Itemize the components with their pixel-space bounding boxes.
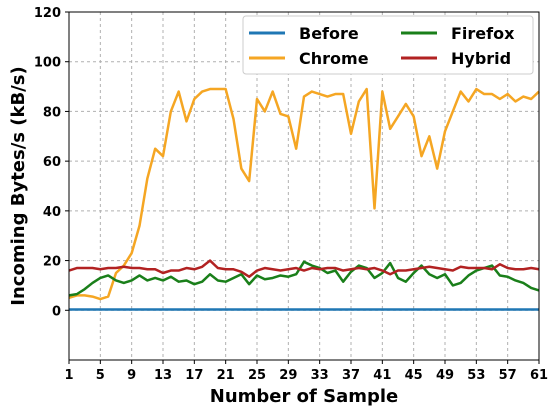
x-tick-label: 29 bbox=[279, 368, 297, 383]
x-tick-label: 45 bbox=[405, 368, 423, 383]
y-tick-label: 120 bbox=[34, 6, 61, 21]
x-tick-label: 37 bbox=[342, 368, 360, 383]
legend-label-chrome: Chrome bbox=[299, 49, 369, 68]
y-tick-labels: 0 20 40 60 80 100 120 bbox=[34, 6, 69, 319]
legend-label-hybrid: Hybrid bbox=[451, 49, 511, 68]
x-tick-label: 13 bbox=[154, 368, 172, 383]
legend-label-firefox: Firefox bbox=[451, 24, 515, 43]
x-tick-label: 41 bbox=[373, 368, 391, 383]
y-tick-label: 60 bbox=[43, 155, 61, 170]
x-tick-label: 25 bbox=[248, 368, 266, 383]
x-tick-label: 1 bbox=[64, 368, 73, 383]
y-tick-label: 100 bbox=[34, 56, 61, 71]
legend: Before Chrome Firefox Hybrid bbox=[242, 15, 534, 75]
x-tick-label: 17 bbox=[185, 368, 203, 383]
x-tick-label: 21 bbox=[217, 368, 235, 383]
x-tick-label: 33 bbox=[311, 368, 329, 383]
x-tick-label: 49 bbox=[436, 368, 454, 383]
x-tick-label: 57 bbox=[499, 368, 517, 383]
series-lines bbox=[68, 87, 540, 311]
legend-items: Before Chrome Firefox Hybrid bbox=[249, 24, 515, 68]
legend-label-before: Before bbox=[299, 24, 359, 43]
x-tick-label: 5 bbox=[96, 368, 105, 383]
plot-frame bbox=[68, 11, 540, 361]
y-tick-label: 40 bbox=[43, 205, 61, 220]
x-tick-labels: 1 5 9 13 17 21 25 29 33 37 41 45 49 53 57 61 bbox=[64, 360, 548, 383]
legend-box bbox=[242, 15, 534, 75]
y-tick-label: 0 bbox=[52, 304, 61, 319]
series-line-chrome bbox=[68, 87, 540, 301]
y-tick-label: 20 bbox=[43, 255, 61, 270]
series-line-firefox bbox=[68, 260, 540, 297]
y-axis-title: Incoming Bytes/s (kB/s) bbox=[8, 66, 29, 305]
x-tick-label: 61 bbox=[530, 368, 548, 383]
x-tick-label: 53 bbox=[467, 368, 485, 383]
x-axis-title: Number of Sample bbox=[210, 386, 398, 407]
series-line-hybrid bbox=[68, 259, 540, 278]
y-tick-label: 80 bbox=[43, 105, 61, 120]
x-tick-label: 9 bbox=[127, 368, 136, 383]
